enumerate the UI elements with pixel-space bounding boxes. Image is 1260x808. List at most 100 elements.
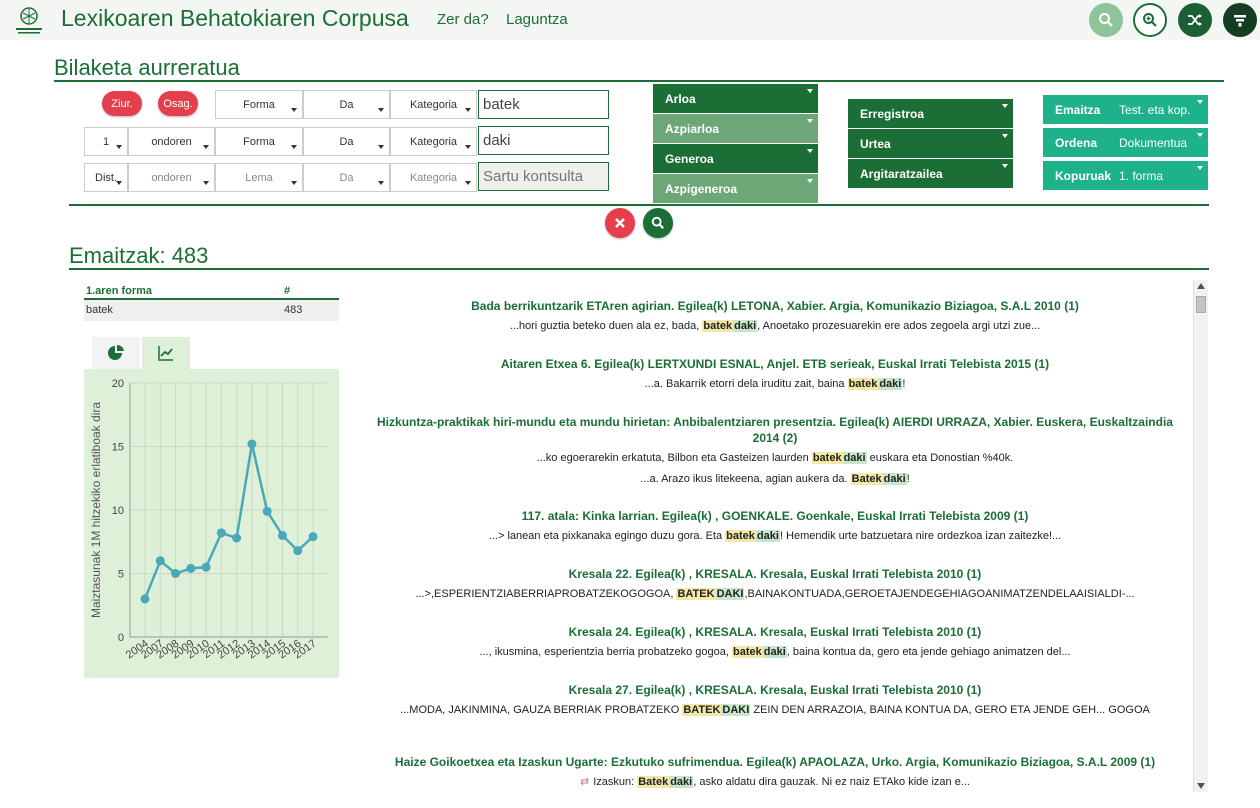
search-icon: [1099, 13, 1113, 27]
match-word-1: batek: [811, 452, 843, 464]
simple-search-button[interactable]: [1089, 3, 1123, 37]
complete-button[interactable]: Osag.: [158, 91, 198, 116]
concordance-line[interactable]: ⇄ Izaskun: Batek daki, asko aldatu dira ga…: [345, 773, 1205, 791]
concordance-line[interactable]: ...>,ESPERIENTZIABERRIAPROBATZEKOGOGOA, …: [345, 585, 1205, 603]
table-header: 1.aren forma #: [84, 281, 339, 300]
results-heading: Emaitzak: 483: [69, 243, 209, 268]
match-word-1: BATEK: [676, 588, 716, 600]
match-word-2: DAKI: [715, 588, 745, 600]
row3-field-select[interactable]: Lema: [215, 163, 303, 192]
column-header[interactable]: 1.aren forma: [86, 285, 153, 297]
row3-op-select[interactable]: Da: [303, 163, 390, 192]
result-title[interactable]: Bada berrikuntzarik ETAren agirian. Egil…: [471, 299, 1079, 313]
filter-icon: [1234, 15, 1246, 27]
result-item: Bada berrikuntzarik ETAren agirian. Egil…: [345, 298, 1205, 335]
result-title[interactable]: 117. atala: Kinka larrian. Egilea(k) , G…: [521, 509, 1029, 523]
table-cell: batek: [86, 304, 113, 316]
filter-urtea[interactable]: Urtea: [848, 129, 1013, 158]
filter-erregistroa[interactable]: Erregistroa: [848, 99, 1013, 128]
nav-laguntza[interactable]: Laguntza: [506, 11, 568, 28]
row2-relation-select[interactable]: ondoren: [128, 127, 215, 156]
row1-op-select[interactable]: Da: [303, 90, 390, 119]
table-row[interactable]: batek 483: [84, 300, 339, 321]
option-value: 1. forma: [1119, 168, 1164, 183]
row1-category-select[interactable]: Kategoria: [390, 90, 477, 119]
data-point: [247, 439, 257, 449]
row2-field-select[interactable]: Forma: [215, 127, 303, 156]
filter-argitaratzailea[interactable]: Argitaratzailea: [848, 159, 1013, 188]
data-point: [155, 556, 165, 566]
row2-query-input[interactable]: [478, 126, 609, 155]
app-title[interactable]: Lexikoaren Behatokiaren Corpusa: [61, 5, 409, 31]
row2-op-select[interactable]: Da: [303, 127, 390, 156]
concordance-line[interactable]: ..., ikusmina, esperientzia berria proba…: [345, 643, 1205, 661]
y-tick-label: 15: [112, 442, 124, 454]
row2-position-select[interactable]: 1: [84, 127, 128, 156]
match-word-2: daki: [733, 320, 758, 332]
row3-category-select[interactable]: Kategoria: [390, 163, 477, 192]
filter-button[interactable]: [1223, 3, 1257, 37]
data-point: [308, 532, 318, 542]
option-ordena[interactable]: Ordena Dokumentua: [1043, 128, 1208, 157]
y-tick-label: 20: [112, 378, 124, 390]
concordance-line[interactable]: ...ko egoerarekin erkatuta, Bilbon eta G…: [345, 449, 1205, 467]
filter-azpiarloa[interactable]: Azpiarloa: [653, 114, 818, 143]
concordance-line[interactable]: ...MODA, JAKINMINA, GAUZA BERRIAK PROBAT…: [345, 701, 1205, 719]
filter-arloa[interactable]: Arloa: [653, 84, 818, 113]
scroll-down-icon: [1197, 783, 1205, 789]
context-left: ...>,ESPERIENTZIABERRIAPROBATZEKOGOGOA,: [415, 588, 674, 600]
exact-button[interactable]: Ziur.: [102, 91, 142, 116]
tab-pie-chart[interactable]: [92, 337, 140, 369]
concordance-line[interactable]: ...> lanean eta pixkanaka egingo duzu go…: [345, 527, 1205, 545]
filter-azpigeneroa[interactable]: Azpigeneroa: [653, 174, 818, 203]
context-right: euskara eta Donostian %40k.: [866, 452, 1014, 464]
result-title[interactable]: Kresala 27. Egilea(k) , KRESALA. Kresala…: [568, 683, 982, 697]
option-label: Emaitza: [1055, 102, 1101, 117]
advanced-search-button[interactable]: [1133, 3, 1167, 37]
line-chart-icon: [158, 346, 173, 361]
data-point: [186, 563, 196, 573]
result-item: Aitaren Etxea 6. Egilea(k) LERTXUNDI ESN…: [345, 356, 1205, 393]
option-kopuruak[interactable]: Kopuruak 1. forma: [1043, 161, 1208, 190]
column-header[interactable]: #: [284, 285, 291, 297]
result-title[interactable]: Haize Goikoetxea eta Izaskun Ugarte: Ezk…: [394, 755, 1156, 769]
result-title[interactable]: Kresala 22. Egilea(k) , KRESALA. Kresala…: [568, 567, 982, 581]
context-left: ...> lanean eta pixkanaka egingo duzu go…: [488, 530, 723, 542]
match-word-2: daki: [878, 378, 903, 390]
context-right: !: [906, 473, 910, 485]
match-word-1: batek: [847, 378, 879, 390]
context-left: Izaskun:: [593, 776, 635, 788]
row3-distance-select[interactable]: Dist.: [84, 163, 128, 192]
row3-relation-select[interactable]: ondoren: [128, 163, 215, 192]
close-icon: [615, 218, 625, 228]
result-title[interactable]: Kresala 24. Egilea(k) , KRESALA. Kresala…: [568, 625, 982, 639]
result-item: Kresala 22. Egilea(k) , KRESALA. Kresala…: [345, 566, 1205, 603]
result-title[interactable]: Aitaren Etxea 6. Egilea(k) LERTXUNDI ESN…: [500, 357, 1050, 371]
context-left: ...a. Bakarrik etorri dela iruditu zait,…: [644, 378, 845, 390]
context-left: ..., ikusmina, esperientzia berria proba…: [479, 646, 729, 658]
chart-panel: 0 5 10 15 20 2004 2007 2008 2009 2010 2011 2012 2013…: [84, 369, 339, 678]
concordance-line[interactable]: ...a. Arazo ikus litekeena, agian aukera…: [345, 470, 1205, 488]
tab-line-chart[interactable]: [142, 337, 190, 369]
match-word-2: daki: [762, 646, 787, 658]
concordance-line[interactable]: ...a. Bakarrik etorri dela iruditu zait,…: [345, 375, 1205, 393]
scrollbar-thumb[interactable]: [1196, 296, 1206, 313]
random-button[interactable]: [1178, 3, 1212, 37]
search-button[interactable]: [643, 208, 673, 238]
nav-zer-da[interactable]: Zer da?: [437, 11, 489, 28]
row2-category-select[interactable]: Kategoria: [390, 127, 477, 156]
match-word-2: daki: [842, 452, 867, 464]
result-title[interactable]: Hizkuntza-praktikak hiri-mundu eta mundu…: [377, 415, 1173, 445]
match-word-2: daki: [882, 473, 907, 485]
concordance-line[interactable]: ...hori guztia beteko duen ala ez, bada,…: [345, 317, 1205, 335]
row1-query-input[interactable]: [478, 90, 609, 119]
zoom-in-icon: [1143, 13, 1157, 27]
row3-query-input[interactable]: [478, 162, 609, 191]
clear-button[interactable]: [605, 208, 635, 238]
option-value: Dokumentua: [1119, 135, 1188, 150]
filter-generoa[interactable]: Generoa: [653, 144, 818, 173]
option-emaitza[interactable]: Emaitza Test. eta kop.: [1043, 95, 1208, 124]
results-scrollbar[interactable]: [1193, 280, 1208, 792]
scroll-up-icon: [1197, 283, 1205, 289]
row1-field-select[interactable]: Forma: [215, 90, 303, 119]
